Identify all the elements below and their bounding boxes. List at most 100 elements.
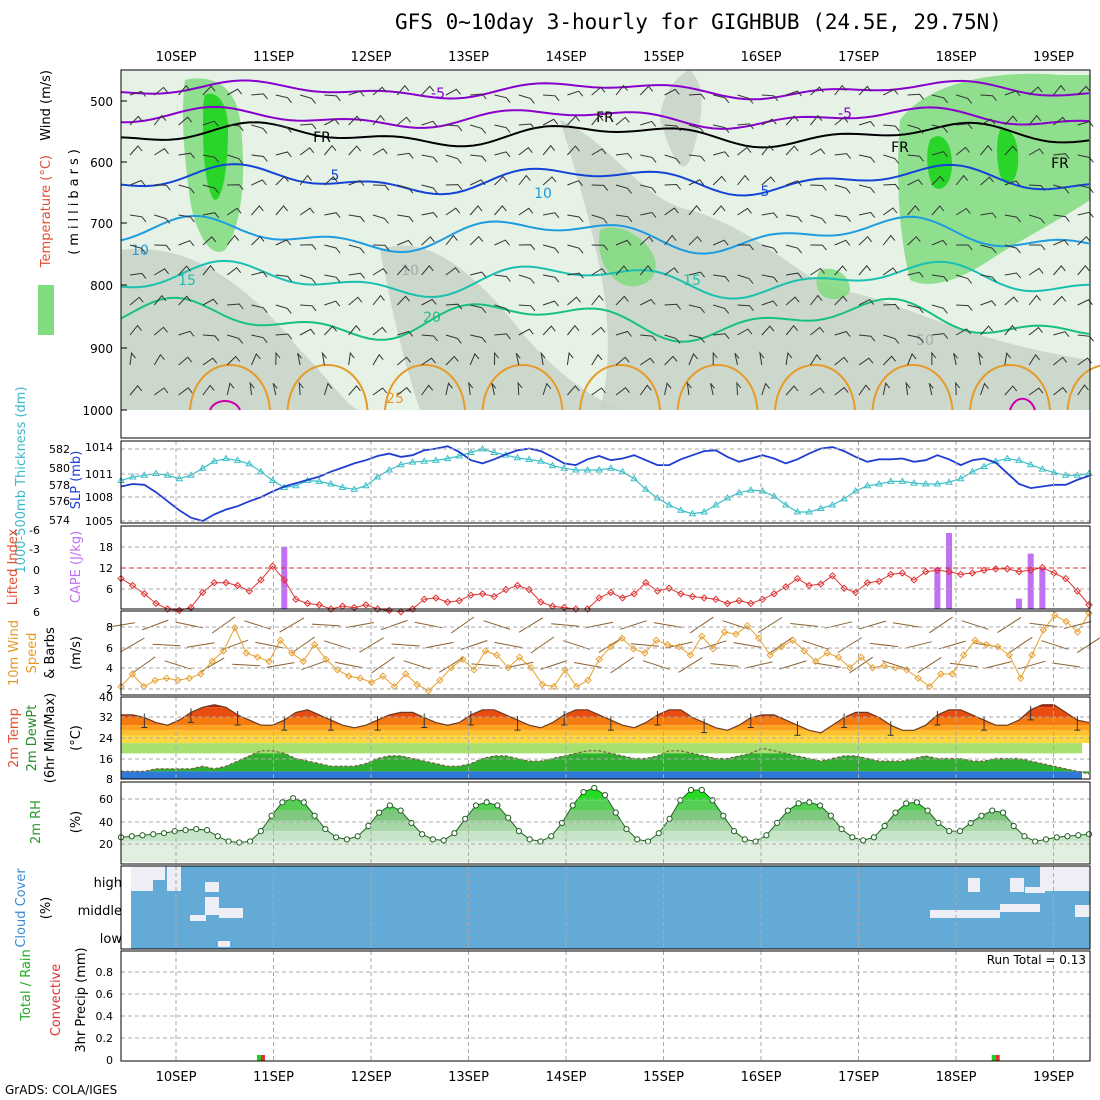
- wind-barb: [372, 86, 387, 96]
- rh-marker: [440, 837, 447, 844]
- rh-marker: [591, 784, 598, 792]
- wind-barb: [154, 184, 171, 191]
- wind-barb: [372, 353, 384, 366]
- wind-speed-marker: [1051, 611, 1059, 619]
- thickness-marker: [945, 478, 953, 485]
- wind-barbs-upper: [129, 84, 1094, 396]
- wind-speed-marker: [470, 666, 478, 674]
- rh-marker: [494, 802, 501, 809]
- wind-barb: [1077, 384, 1089, 396]
- contour-label: 5: [761, 184, 770, 200]
- wind-speed-marker: [584, 676, 592, 685]
- wind-barb: [931, 351, 937, 366]
- rh-marker: [999, 809, 1007, 816]
- wind-speed-marker: [367, 678, 376, 687]
- wind-barb-10m: [551, 623, 580, 627]
- lifted-index-marker: [910, 576, 918, 584]
- wind-speed-marker: [310, 640, 319, 649]
- wind-barb: [907, 235, 921, 246]
- temp-contour-25: [774, 364, 856, 411]
- rh-shading-dark: [203, 93, 228, 200]
- wind-barb: [1077, 121, 1094, 127]
- wind-barb: [615, 214, 633, 223]
- wind-barb: [688, 124, 705, 134]
- wind-barb: [226, 382, 235, 396]
- wind-tick-label: 6: [106, 642, 113, 655]
- upper-air-ylabel: Temperature (°C): [39, 155, 54, 268]
- wind-barb: [542, 118, 559, 126]
- thickness-marker: [863, 481, 872, 489]
- contour-label: 50: [916, 333, 934, 349]
- thickness-marker: [152, 469, 160, 476]
- wind-barb: [348, 351, 355, 366]
- wind-barb-10m: [642, 660, 670, 670]
- thickness-marker: [1061, 471, 1070, 478]
- wind-barb: [348, 324, 361, 336]
- thickness-marker: [840, 494, 848, 502]
- wind-barb: [469, 179, 486, 186]
- wind-speed-marker: [880, 661, 888, 670]
- wind-barb: [445, 154, 462, 164]
- rh-tick-label: 40: [99, 816, 113, 829]
- lifted-index-marker: [922, 567, 930, 576]
- wind-barb-10m: [620, 620, 647, 630]
- rh-marker: [397, 807, 404, 814]
- wind-barb-10m: [779, 660, 807, 670]
- wind-barb: [227, 303, 244, 310]
- wind-barb: [980, 382, 989, 396]
- wind-barb: [1053, 265, 1066, 276]
- wind-barb: [640, 357, 655, 366]
- rh-marker: [386, 802, 393, 809]
- wind-barb: [980, 94, 997, 102]
- wind-barb: [299, 274, 316, 284]
- wind-barb: [858, 120, 875, 127]
- wind-speed-marker-group: [117, 609, 1093, 695]
- wind-barb: [300, 244, 317, 251]
- wind-barb: [664, 267, 679, 276]
- wind-barb: [494, 175, 508, 186]
- wind-barb: [299, 174, 312, 186]
- rh-band: [121, 820, 1089, 832]
- wind-barb: [396, 387, 412, 396]
- rh-marker: [429, 836, 437, 843]
- temp-minmax-bar: [514, 716, 521, 731]
- dewpoint-line: [121, 747, 1090, 775]
- lifted-index-marker: [852, 588, 860, 597]
- rh-legend-swatch: [38, 285, 54, 335]
- wind-ylabel-3: & Barbs: [43, 627, 58, 679]
- wind-barb: [591, 267, 607, 276]
- wind-barb: [518, 304, 536, 312]
- wind-barb: [883, 88, 899, 96]
- wind-barb: [1077, 211, 1094, 218]
- wind-barb: [591, 387, 606, 396]
- temp-tick-label: 24: [99, 732, 113, 745]
- temp-minmax-bar: [561, 710, 568, 726]
- wind-barb: [688, 179, 705, 186]
- wind-barb-10m: [518, 617, 544, 633]
- wind-speed-marker: [379, 672, 387, 680]
- thickness-marker: [466, 448, 475, 455]
- li-tick-label: 6: [33, 606, 40, 619]
- wind-barb: [907, 179, 923, 186]
- wind-barb: [567, 296, 581, 306]
- wind-barb: [226, 234, 240, 246]
- wind-barb: [324, 325, 337, 336]
- wind-barb: [834, 184, 851, 194]
- wind-speed-marker: [242, 649, 250, 657]
- temp-contour-25: [1066, 364, 1100, 411]
- wind-barb: [664, 88, 680, 96]
- wind-speed-marker: [777, 642, 786, 651]
- wind-barb: [640, 184, 657, 194]
- wind-barb: [299, 328, 316, 336]
- lifted-index-marker: [443, 598, 452, 606]
- temp-minmax-bar: [374, 716, 381, 731]
- wind-barb: [445, 184, 463, 190]
- temp-minmax-bar: [701, 718, 708, 734]
- thickness-tick-label: 582: [49, 443, 70, 456]
- rh-band: [121, 831, 1089, 842]
- thickness-marker: [397, 460, 405, 468]
- wind-barb: [470, 154, 487, 162]
- precip-tick-label: 0.4: [96, 1010, 114, 1023]
- contour-label: 15: [178, 273, 196, 289]
- temp-minmax-bar: [234, 710, 241, 726]
